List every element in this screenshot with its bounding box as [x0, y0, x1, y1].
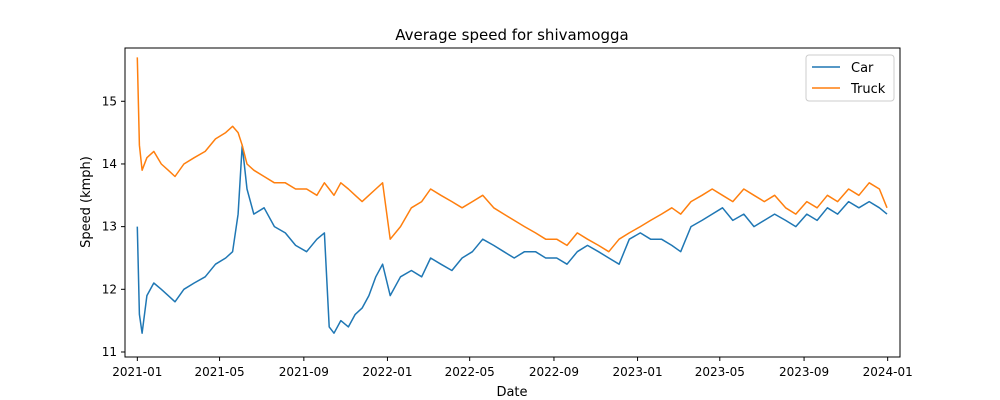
chart-title: Average speed for shivamogga [395, 26, 628, 44]
series-line-car [136, 144, 888, 334]
y-tick-label: 15 [102, 94, 117, 108]
x-tick-label: 2022-01 [362, 365, 412, 379]
x-tick-label: 2022-09 [529, 365, 579, 379]
legend-label-car: Car [851, 61, 874, 76]
x-tick-label: 2021-09 [279, 365, 329, 379]
legend: Car Truck [805, 54, 895, 102]
x-tick-label: 2022-05 [445, 365, 495, 379]
x-tick-label: 2024-01 [863, 365, 913, 379]
x-tick-label: 2021-05 [194, 365, 244, 379]
y-axis-label: Speed (kmph) [79, 156, 94, 248]
legend-label-truck: Truck [850, 82, 886, 97]
y-axis: 11 12 13 14 15 [102, 94, 125, 359]
y-tick-label: 13 [102, 220, 117, 234]
x-axis: 2021-01 2021-05 2021-09 2022-01 2022-05 2022-… [112, 357, 913, 379]
y-tick-label: 12 [102, 282, 117, 296]
x-axis-label: Date [496, 385, 527, 400]
x-tick-label: 2023-01 [612, 365, 662, 379]
x-tick-label: 2023-05 [695, 365, 745, 379]
x-tick-label: 2023-09 [779, 365, 829, 379]
axes-frame [124, 47, 901, 358]
plot-area [136, 57, 888, 334]
series-line-truck [136, 57, 888, 253]
x-tick-label: 2021-01 [112, 365, 162, 379]
y-tick-label: 11 [102, 345, 117, 359]
y-tick-label: 14 [102, 157, 117, 171]
